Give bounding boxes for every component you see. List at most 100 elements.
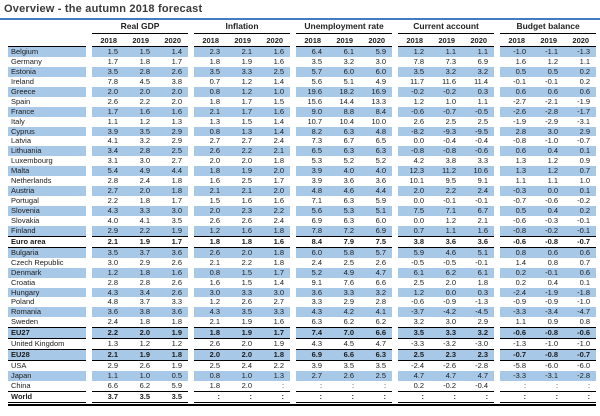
value-cell: -0.5 [462,106,495,117]
value-cell: 3.6 [430,235,463,248]
value-cell: 2.6 [139,361,150,371]
value-cell: -0.4 [475,380,489,390]
value-cell: : [564,390,597,403]
value-cell: 1.6 [209,277,221,287]
value-cell: 1.6 [258,235,291,248]
value-cell: 6.3 [343,215,355,225]
value-cell: 5.3 [328,206,361,216]
value-cell: 2.8 [500,126,533,137]
value-cell: -0.1 [475,257,489,267]
value-cell: 5.3 [311,156,323,166]
value-cell: -9.3 [430,126,463,137]
value-cell: 4.6 [430,247,463,258]
value-cell: -1.1 [532,45,565,57]
value-cell: 2.6 [375,257,387,267]
value-cell: -1.3 [564,45,597,57]
value-cell: 3.5 [398,327,431,340]
value-cell: 0.9 [579,156,591,166]
value-cell: 1.9 [156,225,189,237]
table-row: Portugal 2.2 1.8 1.7 1.5 1.6 1.6 7.1 6.3 5.9 0.0 -0… [8,196,596,206]
value-cell: 0.3 [462,287,495,298]
value-cell: -5.8 [513,361,527,371]
row-label: Malta [8,166,86,177]
value-cell: 1.1 [462,45,495,57]
value-cell: 3.4 [92,146,124,157]
value-cell: 5.9 [171,380,183,390]
row-label: Romania [8,307,86,318]
value-cell: 3.5 [311,56,323,66]
value-cell: 1.6 [226,225,259,237]
value-cell: 1.1 [430,225,463,237]
value-cell: 2.6 [241,297,253,307]
value-cell: 4.0 [107,215,118,225]
value-cell: 1.6 [273,317,285,327]
table-row: United Kingdom 1.3 1.2 1.2 2.6 2.0 1.9 4.3 4.5 4.… [8,339,596,350]
group-header: Budget balance [500,22,597,34]
value-cell: -0.8 [532,327,565,340]
value-cell: 11.4 [474,76,489,86]
value-cell: 2.4 [273,215,285,225]
value-cell: 3.3 [258,307,291,318]
row-label: Czech Republic [11,257,64,267]
value-cell: 6.3 [328,126,361,137]
value-cell: 1.6 [462,225,495,237]
value-cell: 6.9 [296,349,329,362]
value-cell: 1.0 [124,371,156,381]
value-cell: 4.4 [156,166,189,177]
value-cell: 1.6 [515,56,527,66]
value-cell: 2.1 [194,186,227,197]
value-cell: 1.8 [194,235,227,248]
value-cell: 1.2 [139,339,150,349]
value-cell: 0.8 [194,126,227,137]
value-cell: -1.9 [577,96,591,106]
value-cell: 2.6 [107,96,118,106]
value-cell: 2.6 [328,371,361,381]
value-cell: 3.0 [107,257,118,267]
value-cell: 2.2 [273,361,285,371]
value-cell: -0.6 [545,196,559,206]
value-cell: -0.7 [564,235,597,248]
value-cell: 4.1 [360,307,393,318]
value-cell: 1.1 [477,96,489,106]
value-cell: 5.4 [92,166,124,177]
value-cell: 5.7 [360,247,393,258]
value-cell: : [430,390,463,403]
value-cell: -0.3 [500,186,533,197]
value-cell: 2.4 [311,257,323,267]
value-cell: 2.5 [360,371,393,381]
row-label: Euro area [8,235,86,248]
value-cell: 2.6 [194,146,227,157]
value-cell: 3.4 [124,287,156,298]
value-cell: 1.5 [226,267,259,278]
value-cell: -0.1 [513,76,527,86]
value-cell: 1.5 [92,45,124,57]
value-cell: 0.5 [156,371,189,381]
value-cell: 4.3 [92,206,124,216]
value-cell: 6.2 [375,317,387,327]
value-cell: 1.2 [139,116,150,126]
value-cell: 0.5 [500,206,533,216]
value-cell: 6.6 [375,277,387,287]
value-cell: 3.1 [107,156,118,166]
value-cell: 2.6 [171,257,183,267]
value-cell: -2.8 [532,106,565,117]
value-cell: 2.1 [209,317,221,327]
value-cell: 3.0 [258,287,291,298]
value-cell: 2.0 [398,186,431,197]
value-cell: -1.0 [500,45,533,57]
value-cell: 6.9 [360,225,393,237]
value-cell: 3.9 [311,176,323,186]
value-cell: 5.9 [360,45,393,57]
value-cell: 1.8 [156,349,189,362]
value-cell: 1.0 [579,176,591,186]
table-row: Romania 3.6 3.8 3.6 4.3 3.5 3.3 4.3 4.2 4.1 -3.7 -4… [8,307,597,318]
value-cell: 0.7 [579,257,591,267]
value-cell: 7.9 [328,235,361,248]
value-cell: -3.0 [475,339,489,349]
value-cell: 3.5 [124,126,156,137]
value-cell: 0.0 [413,136,425,146]
value-cell: : [555,380,559,390]
value-cell: -0.7 [564,349,597,362]
value-cell: 3.0 [194,287,227,298]
value-cell: -0.5 [411,257,425,267]
